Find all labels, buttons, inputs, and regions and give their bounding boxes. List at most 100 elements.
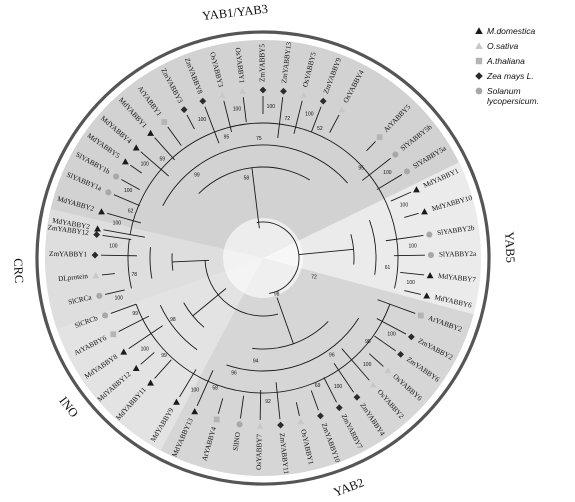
leaf-branch [128,325,163,349]
species-marker-icon [105,189,112,196]
bootstrap-value: 98 [274,292,280,298]
clade-sector-crc [45,208,264,329]
bootstrap-value: 100 [141,162,150,168]
bootstrap-value: 100 [387,331,396,337]
leaf-branch [385,235,424,242]
species-marker-icon [475,87,483,95]
clade-node-arc [135,304,194,375]
clade-node-arc [385,202,399,289]
clade-sectors [45,40,481,476]
bootstrap-value: 98 [365,339,371,345]
leaf-branch [167,126,182,146]
leaf-branch [105,289,125,295]
bootstrap-values: 100 62 100 100 59 100 100 95 75 100 72 100 52 99 58 100… [109,104,417,405]
diamond-icon [474,71,487,83]
legend-label: Solanum lycopersicum. [487,86,539,106]
species-marker-icon [297,418,305,425]
species-marker-icon [475,57,483,65]
species-marker-icon [300,91,308,98]
leaf-branch [376,318,407,335]
clade-bracket-arc [466,161,491,336]
species-marker-icon [376,134,383,141]
leaf-branch [217,398,224,414]
species-marker-icon [427,252,435,259]
leaf-branch [101,273,115,276]
leaf-branch [341,348,370,381]
species-marker-icon [93,231,101,239]
species-marker-icon [218,91,226,98]
clade-label: YAB5 [502,231,517,263]
leaf-branch [404,212,419,218]
leaf-branch [242,97,247,123]
leaf-branch [374,335,396,352]
species-marker-icon [92,272,100,279]
species-marker-icon [256,422,264,429]
legend-item: Solanum lycopersicum. [474,86,574,106]
circle-icon [474,86,487,98]
leaf-label: ZmYABBY1 [49,250,87,259]
leaf-branch [366,141,376,152]
clade-bracket-arc [37,30,476,227]
bootstrap-value: 94 [253,359,259,365]
clade-stem [276,297,294,344]
species-marker-icon [353,393,361,401]
bootstrap-value: 100 [109,244,118,250]
leaf-branch [240,395,245,419]
clade-sector-yab2 [141,258,474,476]
bootstrap-value: 100 [305,111,314,117]
leaf-branch [121,179,140,191]
species-marker-icon [120,348,128,355]
species-marker-icon [96,292,103,299]
clade-bracket-arc [139,319,482,486]
species-marker-icon [213,416,220,423]
species-marker-icon [173,398,180,405]
leaf-branch [154,137,176,161]
species-marker-icon [121,158,129,165]
legend-label: M.domestica [487,26,536,36]
leaf-label: SlINO [232,432,243,452]
species-marker-icon [392,151,399,158]
square-icon [474,56,487,68]
leaf-label: DLprotein [58,272,89,283]
leaf-branch [376,174,403,190]
species-marker-icon [475,42,483,50]
leaf-branch [404,290,421,295]
species-marker-icon [147,129,154,136]
clade-node-arc [127,239,132,289]
species-marker-icon [94,225,101,232]
species-marker-icon [199,97,207,105]
bootstrap-value: 99 [161,353,167,359]
species-marker-icon [180,106,188,114]
species-marker-icon [113,173,120,180]
species-marker-icon [417,312,424,319]
leaf-branch [333,363,354,393]
bootstrap-value: 58 [212,386,218,392]
leaf-branch [310,390,319,411]
bootstrap-value: 100 [124,188,133,194]
legend-label: A.thaliana [487,56,525,66]
clade-label: YAB2 [332,475,366,499]
leaf-branch [110,303,137,314]
species-marker-icon [147,379,154,386]
leaf-branch [196,370,214,407]
species-marker-icon [397,350,405,358]
clade-sector-yab5 [263,162,481,337]
root-arc [256,221,300,294]
species-marker-icon [102,312,109,319]
leaf-branch [118,315,150,332]
leaf-branch [107,212,142,224]
leaf-label: ZmYABBY5 [259,44,267,82]
legend-label: Zea mays L. [487,71,534,81]
clade-node-arc [149,247,153,279]
leaf-branch [259,389,262,420]
clade-node-arc [162,144,348,206]
clade-node-arc [171,253,174,271]
species-marker-icon [426,231,433,238]
species-marker-icon [335,404,343,412]
bootstrap-value: 100 [334,384,343,390]
clade-label: YAB1/YAB3 [201,2,268,23]
bootstrap-value: 100 [115,295,124,301]
clade-arcs: YAB1/YAB3 YAB5 YAB2 INO CRC [11,2,518,500]
clade-stem [251,167,260,229]
